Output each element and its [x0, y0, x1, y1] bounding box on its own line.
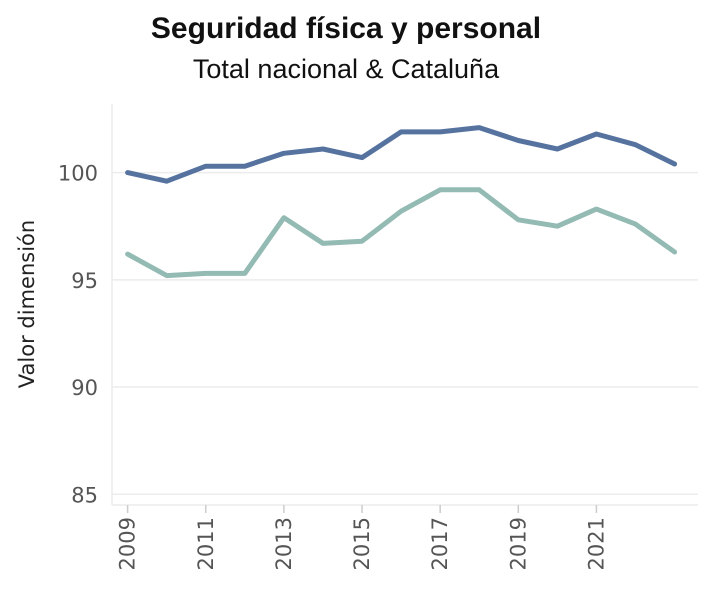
chart-subtitle: Total nacional & Cataluña — [192, 54, 500, 84]
x-tick-label: 2017 — [428, 517, 452, 570]
x-tick-label: 2015 — [350, 517, 374, 570]
series-lines — [125, 125, 678, 279]
x-tick-label: 2019 — [506, 517, 530, 570]
x-tick-label: 2009 — [116, 517, 140, 570]
gridlines — [112, 171, 698, 496]
y-tick-label: 90 — [71, 376, 98, 400]
x-tick-label: 2013 — [272, 517, 296, 570]
x-tick-label: 2011 — [194, 517, 218, 570]
y-tick-label: 85 — [71, 483, 98, 507]
chart-title: Seguridad física y personal — [150, 12, 542, 45]
series-line-cataluna — [125, 187, 678, 279]
axes — [111, 104, 698, 513]
series-line-total-nacional — [125, 125, 678, 184]
y-tick-label: 95 — [71, 269, 98, 293]
y-axis-title: Valor dimensión — [15, 220, 39, 388]
x-tick-label: 2021 — [584, 517, 608, 570]
tick-labels: 85 90 95 100 2009 2011 2013 2015 2017 2019 2021 — [58, 162, 609, 571]
y-tick-label: 100 — [58, 162, 98, 186]
